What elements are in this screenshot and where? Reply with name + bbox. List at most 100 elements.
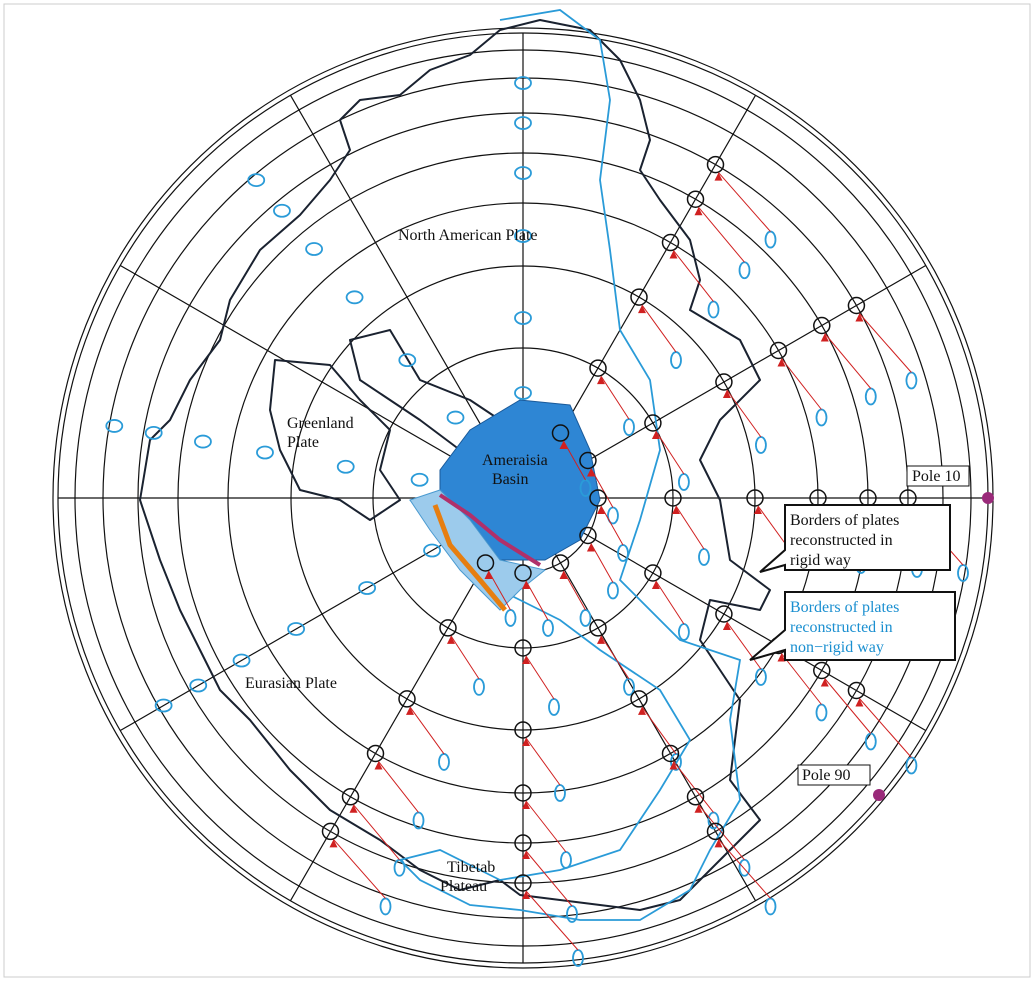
label-line: Greenland: [287, 415, 354, 432]
motion-arrow: [641, 304, 677, 353]
plate-marker: [813, 316, 831, 335]
motion-arrow: [600, 375, 630, 420]
pole-ellipse: [815, 703, 828, 722]
pole-ellipse: [398, 353, 417, 368]
plate-marker: [579, 526, 597, 545]
motion-arrow: [824, 333, 872, 389]
pole-ellipse: [566, 905, 578, 923]
plate-marker: [514, 834, 532, 852]
pole-ellipse: [273, 203, 291, 218]
greenland-outline: [269, 359, 401, 521]
arrow-head: [559, 441, 568, 450]
plate-marker: [686, 190, 705, 208]
motion-arrow: [600, 505, 624, 546]
pole-ellipse: [617, 544, 629, 562]
pole-ellipse: [379, 897, 392, 916]
pole-ellipse: [560, 851, 572, 869]
plate-marker: [664, 489, 682, 507]
arrow-head: [714, 172, 723, 181]
motion-arrow: [525, 800, 567, 853]
arrow-head: [522, 738, 530, 746]
arrow-head: [406, 706, 414, 715]
plate-label: Greenland Plate: [287, 415, 354, 451]
pole-ellipse: [189, 678, 208, 693]
motion-arrow: [525, 580, 549, 621]
arrow-head: [669, 761, 678, 770]
plate-marker: [366, 744, 385, 763]
motion-arrow: [450, 635, 480, 680]
motion-arrow: [673, 250, 714, 302]
label-line: non−rigid way: [790, 639, 884, 656]
motion-arrow: [488, 570, 511, 611]
plate-marker: [514, 564, 532, 582]
arrow-head: [722, 622, 731, 630]
pole-ellipse: [678, 473, 690, 491]
pole-ellipse: [438, 753, 450, 771]
pole-ellipse: [905, 371, 918, 390]
pole-ellipse: [473, 678, 485, 696]
motion-arrow: [525, 655, 555, 700]
pole-box: [797, 764, 871, 786]
rift: [432, 504, 507, 612]
arrow-head: [586, 543, 595, 552]
north-america-outline: [139, 19, 771, 911]
pole-point: [982, 492, 994, 504]
label-line: Tibetab: [447, 859, 495, 876]
pole-ellipse: [623, 418, 635, 436]
plate-marker: [321, 822, 340, 841]
plate-marker: [439, 619, 457, 637]
legend-text: Borders of plates reconstructed in rigid w…: [790, 512, 899, 569]
label-line: reconstructed in: [790, 619, 893, 636]
plate-marker: [706, 155, 725, 174]
legend-text: Borders of plates reconstructed in non−rig…: [790, 599, 899, 656]
pole-ellipse: [336, 459, 355, 474]
arrow-head: [522, 891, 530, 899]
arrow-head: [754, 506, 762, 514]
plate-marker: [769, 341, 788, 360]
pole-label: Pole 90: [802, 767, 850, 784]
arrow-head: [820, 678, 829, 687]
pole-ellipse: [504, 609, 517, 627]
motion-arrow: [698, 206, 745, 263]
pole-ellipse: [738, 261, 751, 280]
plate-marker: [706, 822, 725, 841]
plate-marker: [551, 424, 570, 442]
pole-ellipse: [144, 425, 163, 440]
plate-marker: [551, 554, 570, 572]
pole-ellipse: [815, 408, 828, 427]
arrow-head: [820, 333, 829, 342]
pole-ellipse: [194, 434, 212, 449]
label-line: reconstructed in: [790, 532, 893, 549]
motion-arrow: [675, 505, 705, 550]
pole-ellipse: [864, 732, 877, 751]
pole-ellipse: [154, 698, 173, 713]
plate-marker: [630, 690, 648, 708]
arrow-head: [669, 250, 678, 259]
arrow-head: [522, 656, 530, 664]
plate-marker: [630, 288, 648, 306]
motion-arrow: [859, 313, 912, 373]
motion-arrow: [824, 678, 872, 734]
motion-arrow: [563, 440, 586, 481]
arrow-head: [559, 570, 568, 579]
plate-label: Eurasian Plate: [245, 675, 337, 692]
plate-marker: [476, 554, 495, 572]
arrow-head: [694, 804, 703, 813]
plate-marker: [847, 681, 866, 700]
arrow-head: [597, 635, 605, 644]
arrow-head: [522, 581, 530, 589]
pole-ellipse: [548, 698, 560, 716]
motion-arrow: [781, 358, 822, 410]
plate-marker: [661, 233, 680, 252]
motion-arrow: [525, 890, 579, 951]
motion-arrow: [353, 804, 400, 861]
arrow-head: [722, 390, 731, 398]
plate-marker: [746, 489, 764, 507]
plate-label: Tibetab Plateau: [440, 859, 495, 895]
plate-marker: [644, 414, 662, 432]
pole-ellipse: [670, 351, 682, 369]
plate-marker: [514, 874, 532, 892]
motion-arrow: [563, 570, 586, 611]
pole-ellipse: [514, 311, 532, 325]
plate-marker: [715, 605, 733, 623]
